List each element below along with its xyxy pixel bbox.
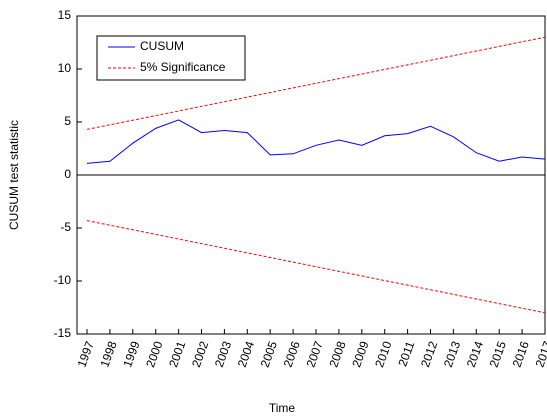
y-tick-label: -10 xyxy=(54,273,72,287)
x-tick-label: 2010 xyxy=(372,339,394,369)
x-tick-label: 2004 xyxy=(235,339,257,369)
series-line xyxy=(86,119,546,164)
x-tick-label: 2016 xyxy=(510,339,532,369)
x-tick-label: 2001 xyxy=(166,339,188,369)
x-tick-label: 1999 xyxy=(120,339,142,369)
x-tick-label: 1998 xyxy=(97,339,119,369)
legend-label: 5% Significance xyxy=(140,60,226,74)
series-line xyxy=(86,36,546,130)
x-tick-label: 2007 xyxy=(304,339,326,369)
y-tick-label: -15 xyxy=(54,326,72,340)
x-tick-label: 2003 xyxy=(212,339,234,369)
x-tick-label: 2006 xyxy=(281,339,303,369)
x-tick-label: 2013 xyxy=(441,339,463,369)
x-tick-label: 2012 xyxy=(418,339,440,369)
y-tick-label: -5 xyxy=(60,220,71,234)
legend-label: CUSUM xyxy=(140,39,184,53)
y-tick-label: 0 xyxy=(64,167,71,181)
legend-box xyxy=(96,35,246,81)
x-tick-label: 2014 xyxy=(464,339,486,369)
x-tick-label: 2009 xyxy=(349,339,371,369)
y-tick-label: 15 xyxy=(58,8,72,22)
x-tick-label: 2008 xyxy=(326,339,348,369)
y-tick-label: 10 xyxy=(58,61,72,75)
x-tick-label: 2011 xyxy=(395,339,417,368)
x-tick-label: 1997 xyxy=(75,339,97,369)
x-tick-label: 2005 xyxy=(258,339,280,369)
y-axis-title: CUSUM test statistic xyxy=(7,120,21,230)
x-tick-label: 2002 xyxy=(189,339,211,369)
x-tick-label: 2015 xyxy=(487,339,509,369)
series-line xyxy=(86,220,546,314)
y-tick-label: 5 xyxy=(64,114,71,128)
x-tick-label: 2017 xyxy=(533,339,547,369)
x-tick-label: 2000 xyxy=(143,339,165,369)
x-axis-title: Time xyxy=(269,401,296,415)
